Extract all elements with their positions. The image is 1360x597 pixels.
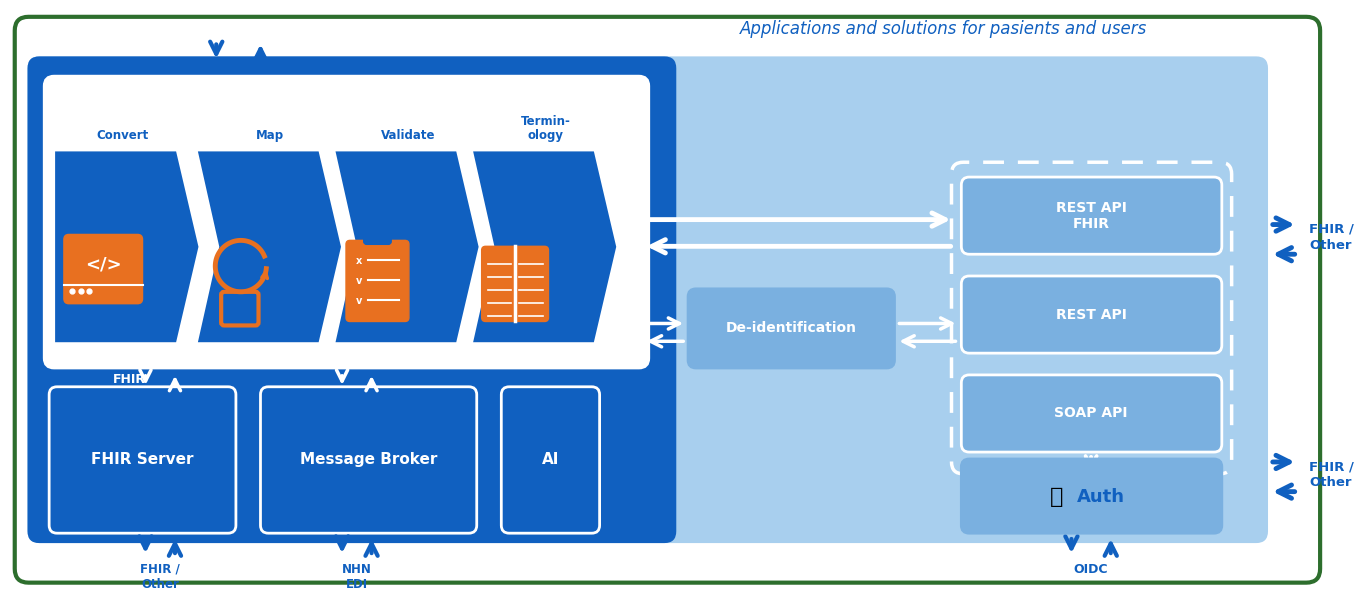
- Text: FHIR /
Other: FHIR / Other: [140, 563, 180, 591]
- FancyBboxPatch shape: [45, 76, 649, 368]
- Text: Validate: Validate: [381, 130, 435, 143]
- Text: FHIR Converter: FHIR Converter: [98, 356, 230, 371]
- Text: x: x: [356, 256, 362, 266]
- Text: v: v: [356, 276, 362, 286]
- Text: Message Broker: Message Broker: [301, 453, 438, 467]
- FancyBboxPatch shape: [962, 459, 1221, 533]
- Polygon shape: [335, 150, 480, 343]
- Polygon shape: [472, 150, 617, 343]
- FancyBboxPatch shape: [363, 235, 392, 244]
- FancyBboxPatch shape: [27, 56, 1268, 543]
- FancyBboxPatch shape: [481, 247, 548, 322]
- Text: Auth: Auth: [1077, 488, 1125, 506]
- Text: </>: </>: [84, 255, 121, 273]
- FancyBboxPatch shape: [502, 387, 600, 533]
- Text: FHIR Server: FHIR Server: [91, 453, 193, 467]
- FancyBboxPatch shape: [49, 387, 235, 533]
- FancyBboxPatch shape: [688, 289, 895, 368]
- FancyBboxPatch shape: [962, 177, 1221, 254]
- Polygon shape: [197, 150, 343, 343]
- Text: Termin-
ology: Termin- ology: [521, 115, 570, 143]
- Polygon shape: [54, 150, 200, 343]
- FancyBboxPatch shape: [962, 375, 1221, 452]
- FancyBboxPatch shape: [27, 56, 676, 543]
- Text: 🔒: 🔒: [1050, 487, 1064, 507]
- FancyBboxPatch shape: [64, 235, 143, 304]
- Text: NHN
EDI: NHN EDI: [341, 563, 371, 591]
- FancyBboxPatch shape: [345, 241, 409, 322]
- Text: REST API
FHIR: REST API FHIR: [1055, 201, 1126, 231]
- Text: OIDC: OIDC: [1074, 563, 1108, 576]
- Text: FHIR /
Other: FHIR / Other: [1310, 223, 1355, 252]
- Text: Applications and solutions for pasients and users: Applications and solutions for pasients …: [740, 20, 1148, 38]
- FancyBboxPatch shape: [15, 17, 1321, 583]
- Text: FHIR: FHIR: [113, 373, 146, 386]
- Text: SOAP API: SOAP API: [1054, 407, 1127, 420]
- Text: v: v: [356, 296, 362, 306]
- FancyBboxPatch shape: [962, 276, 1221, 353]
- Text: Convert: Convert: [97, 130, 150, 143]
- Text: Map: Map: [256, 130, 284, 143]
- FancyBboxPatch shape: [261, 387, 477, 533]
- Text: REST API: REST API: [1055, 307, 1126, 322]
- Text: AI: AI: [541, 453, 559, 467]
- Text: FHIR /
Other: FHIR / Other: [1310, 460, 1355, 490]
- Text: De-identification: De-identification: [726, 321, 857, 336]
